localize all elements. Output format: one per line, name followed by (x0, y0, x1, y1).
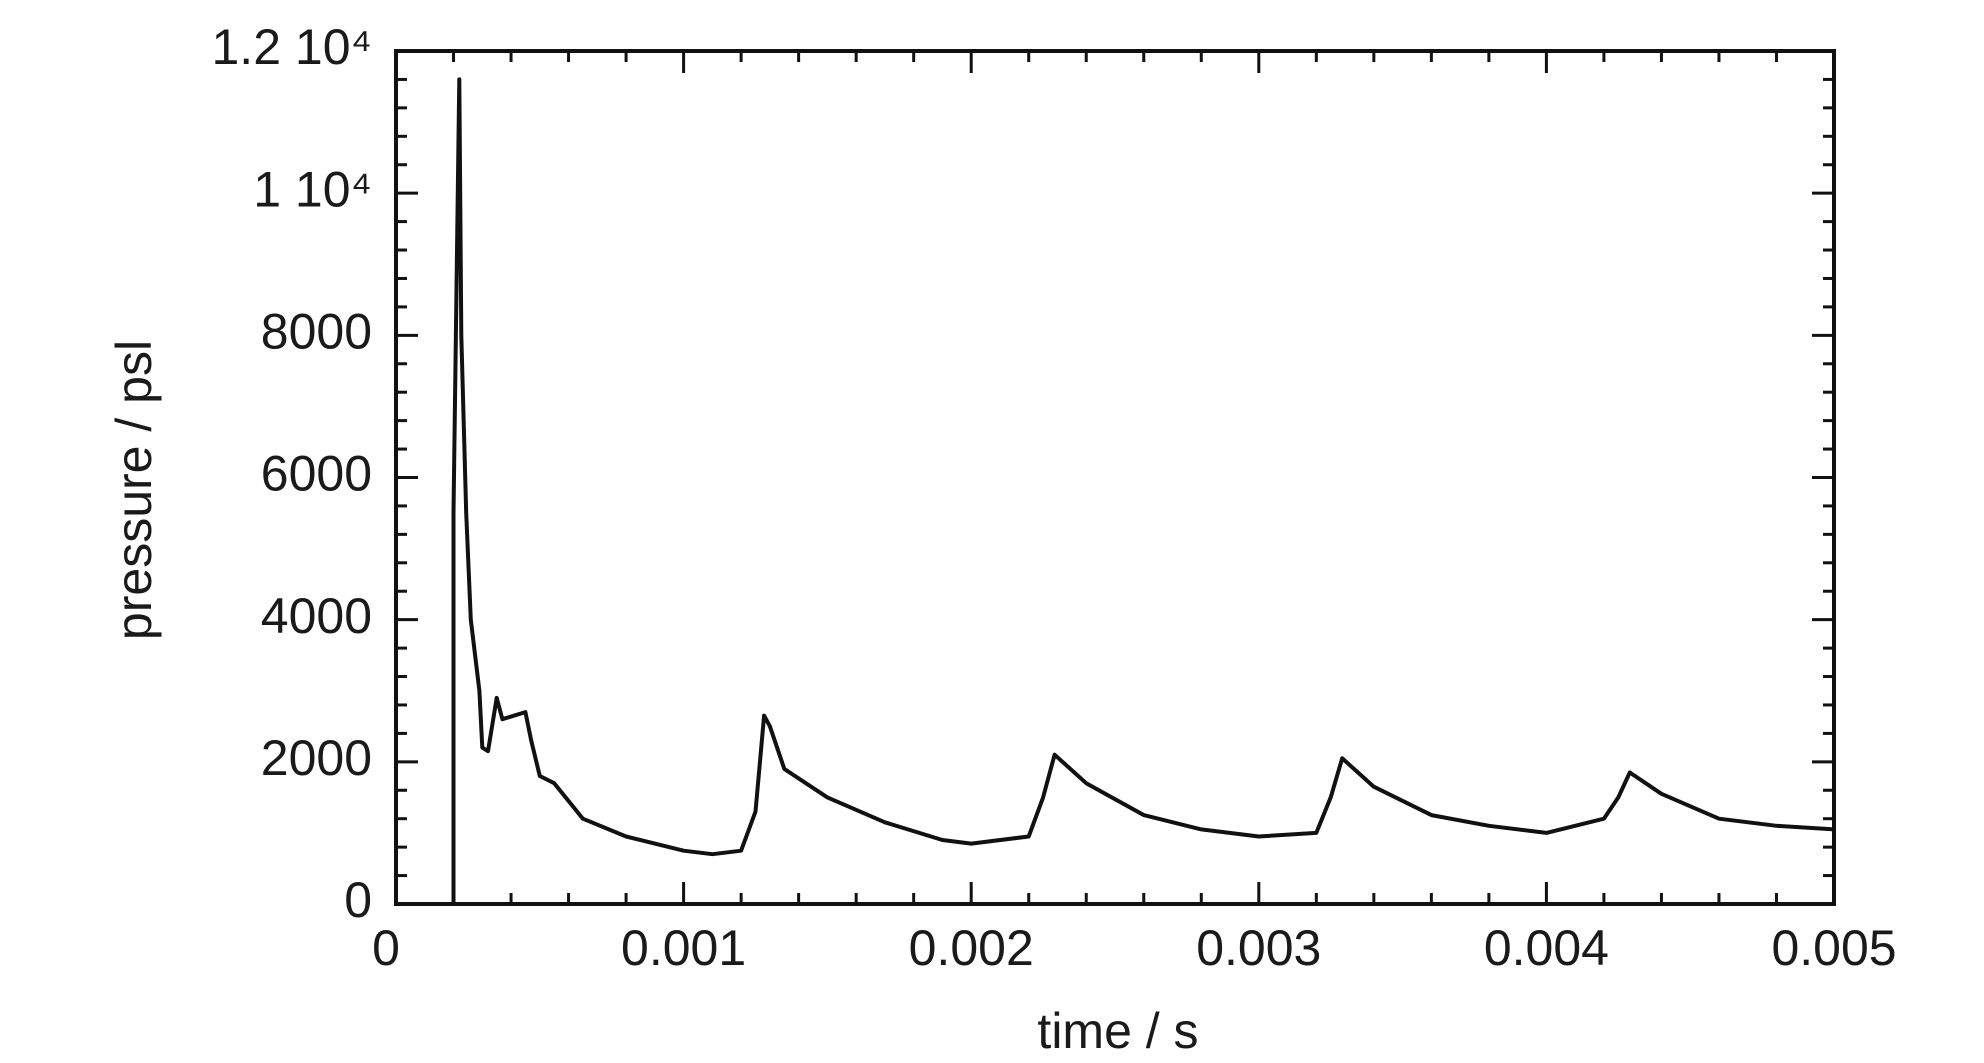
x-tick-label: 0.003 (1196, 920, 1321, 976)
x-tick-label: 0.004 (1484, 920, 1609, 976)
x-tick-label: 0.005 (1771, 920, 1896, 976)
y-tick-label: 2000 (261, 730, 372, 786)
y-tick-label: 8000 (261, 304, 372, 360)
y-axis-title: pressure / psl (106, 340, 162, 640)
y-tick-label: 1.2 10⁴ (212, 19, 373, 75)
x-tick-label: 0.002 (909, 920, 1034, 976)
y-tick-label: 1 10⁴ (253, 161, 372, 217)
data-line (451, 77, 1835, 904)
y-tick-label: 6000 (261, 446, 372, 502)
x-axis-title: time / s (1037, 1003, 1198, 1059)
y-tick-label: 0 (344, 872, 372, 928)
x-tick-label: 0 (372, 920, 400, 976)
x-tick-label: 0.001 (621, 920, 746, 976)
y-tick-label: 4000 (261, 588, 372, 644)
plot-frame (394, 49, 1836, 906)
